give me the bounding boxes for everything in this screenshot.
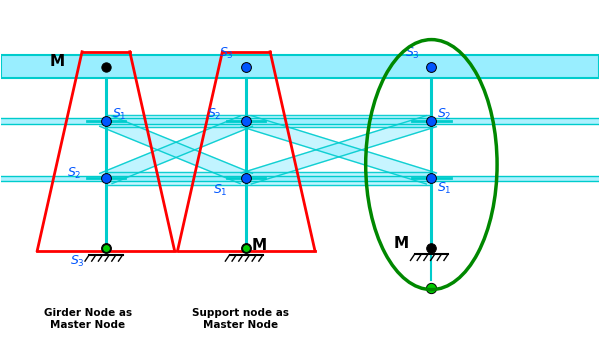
- Polygon shape: [106, 115, 246, 127]
- Text: $S_2$: $S_2$: [437, 107, 452, 122]
- Text: $\mathbf{M}$: $\mathbf{M}$: [49, 52, 65, 69]
- Point: [241, 118, 251, 124]
- Polygon shape: [241, 116, 436, 184]
- Point: [427, 176, 436, 181]
- Bar: [1, 118, 599, 124]
- Point: [427, 245, 436, 251]
- Point: [241, 176, 251, 181]
- Point: [101, 245, 111, 251]
- Polygon shape: [241, 116, 436, 184]
- Polygon shape: [246, 115, 431, 127]
- Point: [241, 245, 251, 251]
- Point: [241, 245, 251, 251]
- Text: $S_1$: $S_1$: [112, 107, 127, 122]
- Point: [101, 176, 111, 181]
- Point: [101, 118, 111, 124]
- Point: [427, 118, 436, 124]
- Text: $S_3$: $S_3$: [70, 253, 85, 269]
- Bar: [1, 55, 599, 78]
- Text: $S_2$: $S_2$: [208, 107, 222, 122]
- Polygon shape: [100, 116, 253, 184]
- Text: $\mathbf{M}$: $\mathbf{M}$: [251, 237, 267, 253]
- Polygon shape: [100, 116, 253, 184]
- Bar: [1, 176, 599, 181]
- Text: $S_3$: $S_3$: [220, 46, 234, 61]
- Point: [427, 285, 436, 290]
- Point: [427, 64, 436, 70]
- Text: $S_1$: $S_1$: [214, 183, 228, 198]
- Text: $S_2$: $S_2$: [67, 166, 82, 181]
- Text: $S_3$: $S_3$: [404, 46, 419, 61]
- Text: $S_1$: $S_1$: [437, 181, 452, 196]
- Text: Support node as
Master Node: Support node as Master Node: [192, 308, 289, 330]
- Polygon shape: [246, 172, 431, 185]
- Text: Girder Node as
Master Node: Girder Node as Master Node: [44, 308, 132, 330]
- Point: [101, 245, 111, 251]
- Text: $\mathbf{M}$: $\mathbf{M}$: [392, 235, 409, 251]
- Polygon shape: [106, 172, 246, 185]
- Point: [101, 64, 111, 70]
- Point: [241, 64, 251, 70]
